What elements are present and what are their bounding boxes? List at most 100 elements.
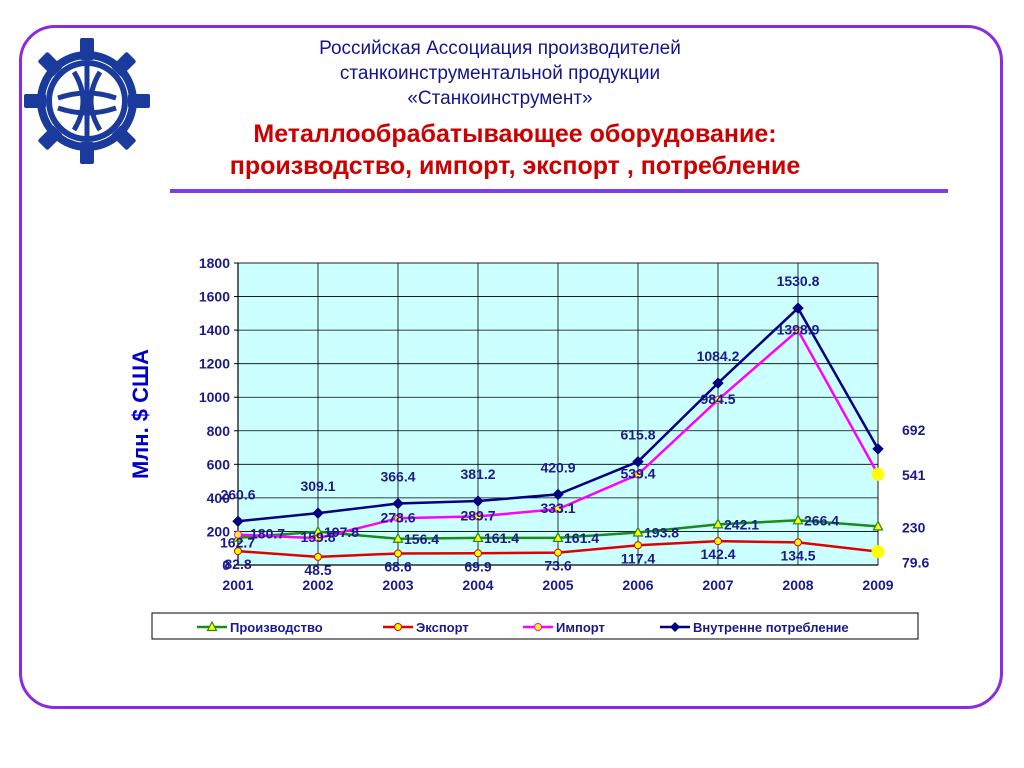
y-tick-label: 1600 [199,289,230,305]
y-axis-title: Млн. $ США [128,349,153,479]
title-line: производство, импорт, экспорт , потребле… [229,152,801,180]
data-label: 615.8 [620,427,655,443]
legend-swatch-marker [670,622,680,632]
data-point-marker [712,377,724,389]
data-point-marker [472,531,484,543]
data-label: 48.5 [304,562,331,578]
legend-swatch-marker [394,623,402,631]
data-label: 333.1 [540,500,575,516]
data-label: 692 [902,422,926,438]
org-line: «Станкоинструмент» [407,88,593,109]
y-tick-label: 1400 [199,322,230,338]
x-tick-label: 2002 [302,577,333,593]
data-point-marker [554,505,562,514]
title-divider [170,189,948,193]
data-point-marker [714,395,722,404]
data-point-marker [634,470,642,479]
data-label: 1084.2 [697,348,740,364]
legend-label: Экспорт [416,620,469,635]
y-tick-label: 1800 [199,255,230,271]
data-label: 193.8 [644,524,679,540]
data-point-marker [632,526,644,537]
data-label: 82.8 [224,556,251,572]
org-line: Российская Ассоциация производителей [319,38,681,59]
data-point-marker [312,507,324,519]
org-line: станкоинструментальной продукции [339,63,661,84]
data-label: 260.6 [220,486,255,502]
data-label: 134.5 [780,547,815,563]
gear-globe-logo-icon [24,38,150,164]
y-tick-label: 600 [207,456,231,472]
x-tick-label: 2009 [862,577,893,593]
data-point-marker [632,455,644,468]
data-point-marker [794,538,802,547]
x-tick-label: 2001 [222,577,253,593]
y-tick-label: 800 [207,423,231,439]
data-label: 180.7 [250,526,285,542]
legend-label: Производство [230,620,323,635]
x-tick-label: 2007 [702,577,733,593]
slide-title: Металлообрабатывающее оборудование: прои… [120,118,910,182]
data-point-marker [314,534,322,543]
data-label: 1398.9 [777,321,820,337]
data-label: 420.9 [540,459,575,475]
data-label: 539.4 [620,466,655,482]
data-label: 156.4 [404,531,439,547]
data-point-marker [234,547,242,556]
data-label: 266.4 [804,512,839,528]
legend-label: Импорт [556,620,605,635]
legend-label: Внутренне потребление [693,620,849,635]
y-tick-label: 200 [207,523,231,539]
title-line: Металлообрабатывающее оборудование: [253,120,777,148]
data-label: 289.7 [460,507,495,523]
data-point-marker [794,326,802,335]
data-label: 79.6 [902,555,929,571]
data-label: 278.6 [380,509,415,525]
x-tick-label: 2008 [782,577,813,593]
data-label: 161.4 [564,530,599,546]
data-point-marker [792,302,804,314]
x-tick-label: 2003 [382,577,413,593]
data-point-marker [472,495,484,507]
data-point-marker [552,488,564,501]
data-point-marker [394,514,402,523]
data-point-marker [232,515,244,527]
y-tick-label: 1000 [199,389,230,405]
y-tick-label: 0 [222,557,230,573]
data-point-marker [392,532,404,543]
data-label: 142.4 [700,546,735,562]
legend-swatch-marker [534,623,542,631]
data-point-marker [474,512,482,521]
organization-name: Российская Ассоциация производителей ста… [190,36,810,111]
data-point-marker [712,518,724,529]
data-label: 984.5 [700,391,735,407]
data-point-marker [872,443,884,455]
data-point-marker [314,552,322,561]
x-tick-label: 2004 [462,577,493,593]
data-label: 69.9 [464,558,491,574]
y-tick-label: 1200 [199,356,230,372]
y-tick-label: 400 [207,490,231,506]
data-point-marker [474,549,482,558]
data-label: 1530.8 [777,273,820,289]
data-label: 73.6 [544,558,571,574]
data-label: 242.1 [724,516,759,532]
data-point-marker [552,531,564,543]
data-label: 366.4 [380,469,415,485]
data-label: 197.8 [324,524,359,540]
data-label: 162.7 [220,535,255,551]
slide-frame [19,25,1003,709]
data-label: 230 [902,519,926,535]
data-point-marker [634,541,642,550]
data-label: 68.6 [384,558,411,574]
legend-swatch-marker [206,620,218,632]
data-point-marker [394,549,402,558]
data-point-marker [871,467,885,481]
data-label: 161.4 [484,530,519,546]
data-label: 541 [902,467,926,483]
data-label: 159.8 [300,529,335,545]
data-label: 117.4 [621,550,655,566]
data-point-marker [234,530,242,539]
data-point-marker [871,545,885,559]
